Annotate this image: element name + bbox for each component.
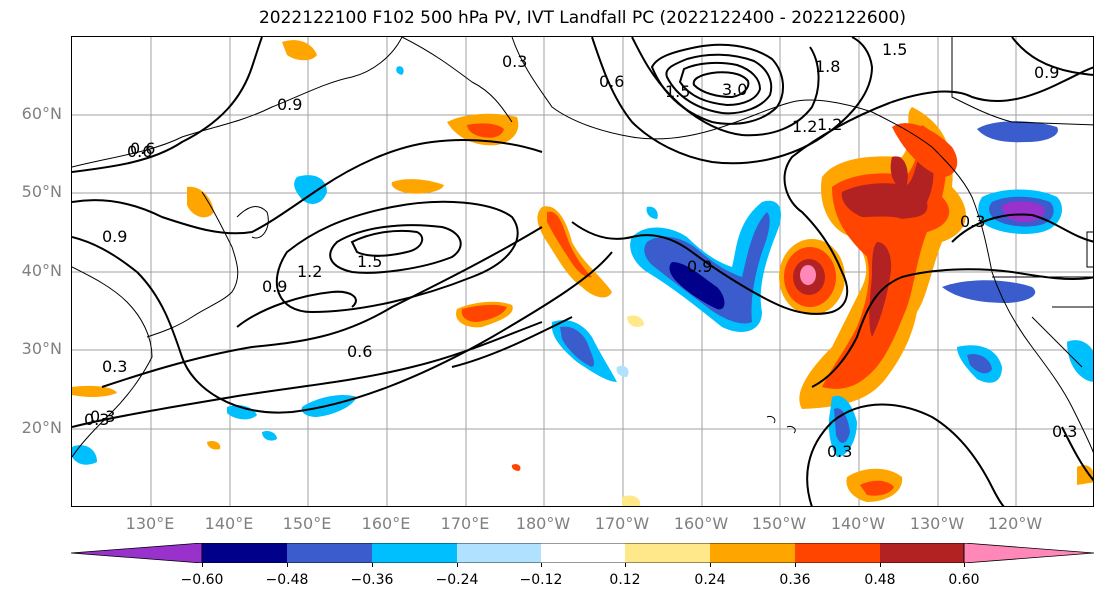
- coastlines: [72, 37, 1093, 458]
- contour-label-group: 0.3 0.6 0.9 1.2 1.5 1.8 3.0 0.6 0.9 1.2 …: [84, 40, 1077, 461]
- map-svg: 0.3 0.6 0.9 1.2 1.5 1.8 3.0 0.6 0.9 1.2 …: [72, 37, 1093, 506]
- contour-label: 1.2: [817, 115, 842, 134]
- lon-label: 170°W: [594, 514, 650, 533]
- colorbar-tick-label: 0.60: [948, 572, 980, 588]
- colorbar-tick-label: 0.48: [864, 572, 896, 588]
- contour-label: 0.6: [130, 139, 155, 158]
- contour-label: 0.9: [262, 277, 287, 296]
- colorbar-segment: [795, 543, 880, 563]
- lat-label: 40°N: [21, 261, 62, 280]
- contour-label: 0.3: [960, 212, 985, 231]
- lat-label: 50°N: [21, 182, 62, 201]
- colorbar-segment: [541, 543, 625, 563]
- lon-label: 150°W: [751, 514, 807, 533]
- lon-label: 170°E: [440, 514, 490, 533]
- colorbar-tick-label: −0.36: [350, 572, 394, 588]
- lon-label: 150°E: [282, 514, 332, 533]
- contour-label: 0.9: [687, 257, 712, 276]
- contour-label: 0.6: [599, 72, 624, 91]
- contour-label: 0.3: [1052, 422, 1077, 441]
- contour-label: 0.3: [102, 357, 127, 376]
- contour-label: 0.6: [127, 142, 152, 161]
- colorbar: [71, 543, 1094, 563]
- contour-label: 1.2: [792, 117, 817, 136]
- lon-label: 120°W: [987, 514, 1043, 533]
- contour-label: 0.9: [1034, 63, 1059, 82]
- contour-label: 0.3: [827, 442, 852, 461]
- contour-label: 1.5: [882, 40, 907, 59]
- colorbar-tick-label: 0.12: [609, 572, 641, 588]
- colorbar-segment: [287, 543, 372, 563]
- contour-label: 0.3: [84, 410, 109, 429]
- lat-label: 20°N: [21, 418, 62, 437]
- lon-label: 140°E: [204, 514, 254, 533]
- map-panel: 0.3 0.6 0.9 1.2 1.5 1.8 3.0 0.6 0.9 1.2 …: [71, 36, 1094, 507]
- lon-label: 130°W: [909, 514, 965, 533]
- colorbar-segment: [625, 543, 710, 563]
- colorbar-segment: [710, 543, 795, 563]
- contour-label: 1.5: [357, 252, 382, 271]
- colorbar-tick-label: −0.48: [265, 572, 309, 588]
- contour-label: 0.3: [502, 52, 527, 71]
- lon-label: 130°E: [125, 514, 175, 533]
- lon-label: 160°E: [361, 514, 411, 533]
- lon-label: 140°W: [830, 514, 886, 533]
- colorbar-segment: [71, 543, 203, 563]
- ivt-shading: [72, 40, 1093, 506]
- contour-label: 0.9: [102, 227, 127, 246]
- contour-label: 0.6: [347, 342, 372, 361]
- contour-label: 1.8: [815, 57, 840, 76]
- lat-label: 30°N: [21, 339, 62, 358]
- contour-label: 0.3: [90, 407, 115, 426]
- colorbar-segment: [202, 543, 287, 563]
- colorbar-tick-label: −0.60: [180, 572, 224, 588]
- colorbar-tick-label: 0.24: [694, 572, 726, 588]
- colorbar-segment: [963, 543, 1094, 563]
- map-title: 2022122100 F102 500 hPa PV, IVT Landfall…: [258, 8, 906, 28]
- colorbar-tick-label: 0.36: [779, 572, 811, 588]
- contour-label: 3.0: [722, 80, 747, 99]
- lat-label: 60°N: [21, 104, 62, 123]
- lon-label: 180°W: [515, 514, 571, 533]
- pv-contours: [72, 37, 1093, 506]
- lon-label: 160°W: [673, 514, 729, 533]
- contour-label: 0.9: [277, 95, 302, 114]
- contour-label: 1.5: [665, 82, 690, 101]
- colorbar-segment: [372, 543, 457, 563]
- contour-label: 1.2: [297, 262, 322, 281]
- colorbar-segment: [457, 543, 541, 563]
- colorbar-tick-label: −0.12: [519, 572, 563, 588]
- colorbar-segment: [880, 543, 964, 563]
- colorbar-tick-label: −0.24: [435, 572, 479, 588]
